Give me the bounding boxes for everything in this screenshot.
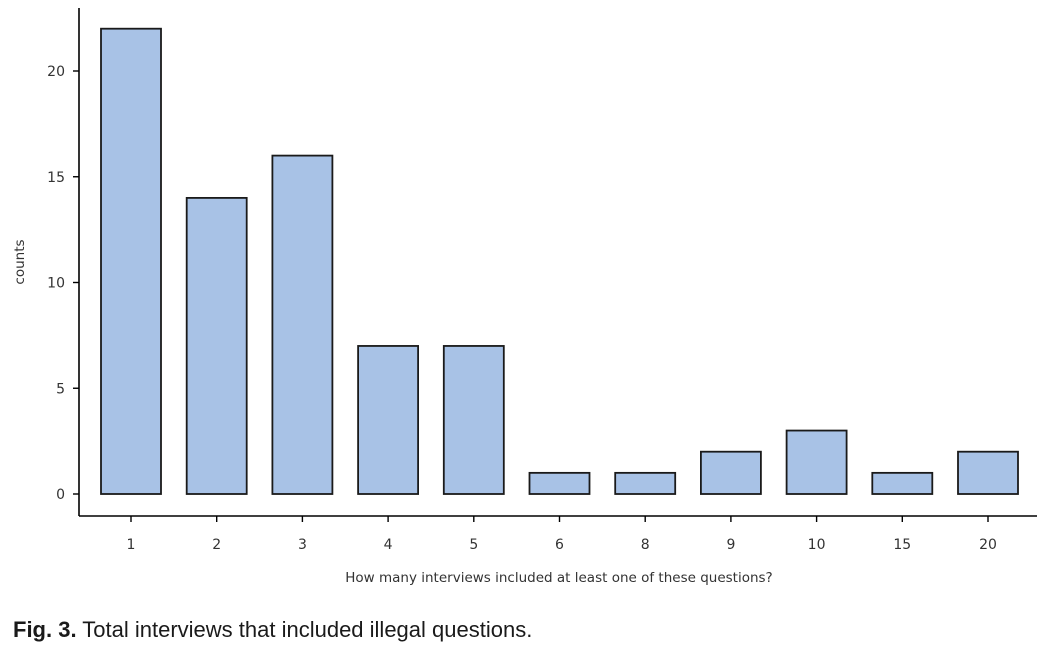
x-tick-label: 10: [808, 537, 826, 553]
y-tick-label: 15: [47, 170, 65, 186]
x-tick-label: 6: [555, 537, 564, 553]
y-axis-ticks: 0 5 10 15 20: [47, 64, 79, 503]
x-tick-label: 4: [384, 537, 393, 553]
y-tick-label: 5: [56, 381, 65, 397]
y-tick-label: 20: [47, 64, 65, 80]
figure-caption-text: Total interviews that included illegal q…: [76, 617, 533, 642]
x-tick-label: 20: [979, 537, 997, 553]
x-tick-label: 15: [893, 537, 911, 553]
bar-5: [442, 345, 505, 495]
x-tick-label: 2: [212, 537, 221, 553]
bar-10: [785, 429, 848, 495]
bar-1: [100, 27, 162, 495]
x-tick-label: 5: [469, 537, 478, 553]
x-tick-label: 9: [726, 537, 735, 553]
y-axis-title: counts: [12, 239, 28, 284]
bar-chart: 0 5 10 15 20 1 2 3 4 5 6 8 9 10 15 20 counts How many …: [12, 8, 1037, 586]
x-axis-ticks: 1 2 3 4 5 6 8 9 10 15 20: [127, 516, 997, 553]
bar-2: [185, 196, 248, 495]
y-tick-label: 10: [47, 276, 65, 292]
x-axis-title: How many interviews included at least on…: [345, 570, 772, 586]
bars-group: [100, 27, 1019, 495]
bar-15: [871, 471, 934, 495]
y-tick-label: 0: [56, 487, 65, 503]
bar-6: [528, 471, 591, 495]
bar-9: [700, 450, 762, 495]
x-tick-label: 8: [641, 537, 650, 553]
bar-20: [957, 450, 1019, 495]
x-tick-label: 1: [127, 537, 136, 553]
bar-4: [357, 345, 420, 495]
bar-3: [271, 154, 334, 495]
x-tick-label: 3: [298, 537, 307, 553]
bar-8: [614, 471, 677, 495]
figure-caption-label: Fig. 3.: [13, 617, 77, 642]
figure-caption: Fig. 3. Total interviews that included i…: [13, 617, 532, 643]
